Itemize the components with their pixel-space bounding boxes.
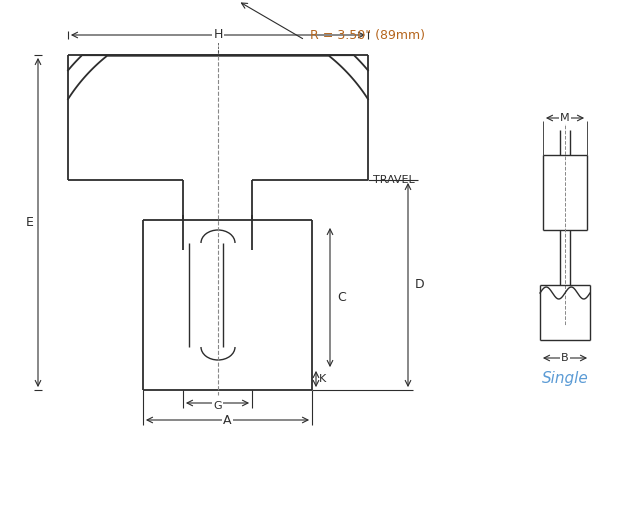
Text: A: A bbox=[223, 414, 232, 427]
Text: K: K bbox=[319, 374, 326, 384]
Text: R = 3.50" (89mm): R = 3.50" (89mm) bbox=[310, 29, 425, 42]
Text: H: H bbox=[213, 29, 223, 42]
Text: B: B bbox=[561, 353, 569, 363]
Text: TRAVEL: TRAVEL bbox=[373, 175, 415, 185]
Text: M: M bbox=[560, 113, 570, 123]
Text: D: D bbox=[415, 279, 424, 292]
Text: E: E bbox=[26, 216, 34, 229]
Text: C: C bbox=[337, 291, 346, 304]
Text: G: G bbox=[213, 401, 222, 411]
Text: Single: Single bbox=[542, 370, 588, 386]
